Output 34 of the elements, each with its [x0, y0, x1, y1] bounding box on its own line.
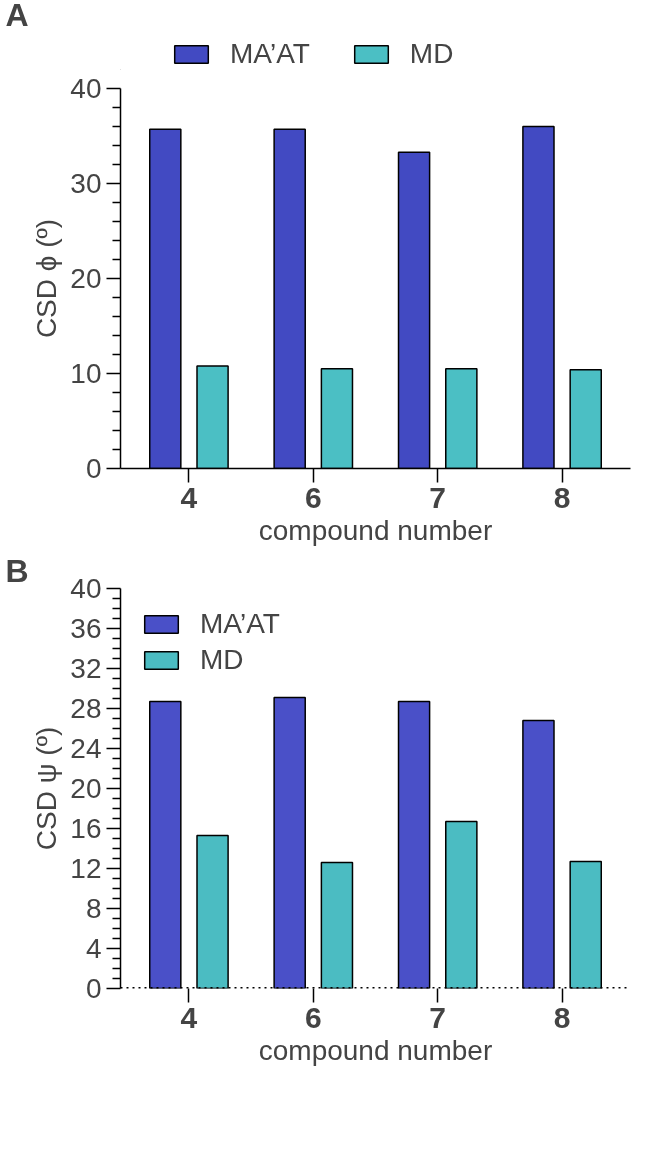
y-tick-label: 28	[70, 693, 102, 724]
y-tick-label: 32	[70, 653, 102, 684]
text: B	[5, 552, 29, 589]
x-tick-label: 6	[304, 480, 322, 514]
y-tick-label: 12	[70, 853, 102, 884]
y-tick-label: 30	[70, 168, 102, 199]
x-tick-label: 4	[180, 1000, 198, 1034]
legend-label: MD	[200, 644, 244, 676]
y-tick-label: 10	[70, 358, 102, 389]
legend-label: MA’AT	[200, 608, 280, 640]
y-axis-title: CSD ψ (º)	[31, 726, 63, 851]
x-tick-label: 8	[553, 1000, 571, 1034]
y-tick-label: 40	[70, 573, 102, 604]
y-tick-label: 20	[70, 773, 102, 804]
y-tick-label: 16	[70, 813, 102, 844]
x-tick-label: 8	[553, 480, 571, 514]
text: A	[5, 0, 29, 33]
y-tick-label: 0	[85, 973, 102, 1004]
y-tick-label: 0	[85, 453, 102, 484]
x-tick-label: 6	[304, 1000, 322, 1034]
y-axis-title: CSD ϕ (º)	[31, 218, 63, 339]
y-tick-label: 20	[70, 263, 102, 294]
x-tick-label: 7	[429, 1000, 447, 1034]
y-tick-label: 36	[70, 613, 102, 644]
x-axis-title: compound number	[258, 1034, 493, 1066]
legend-label: MD	[409, 38, 454, 70]
x-tick-label: 4	[180, 480, 198, 514]
x-tick-label: 7	[429, 480, 447, 514]
y-tick-label: 40	[70, 73, 102, 104]
y-tick-label: 8	[85, 893, 102, 924]
y-tick-label: 24	[70, 733, 102, 764]
legend-label: MA’AT	[230, 38, 310, 70]
x-axis-title: compound number	[258, 514, 493, 546]
y-tick-label: 4	[85, 933, 102, 964]
